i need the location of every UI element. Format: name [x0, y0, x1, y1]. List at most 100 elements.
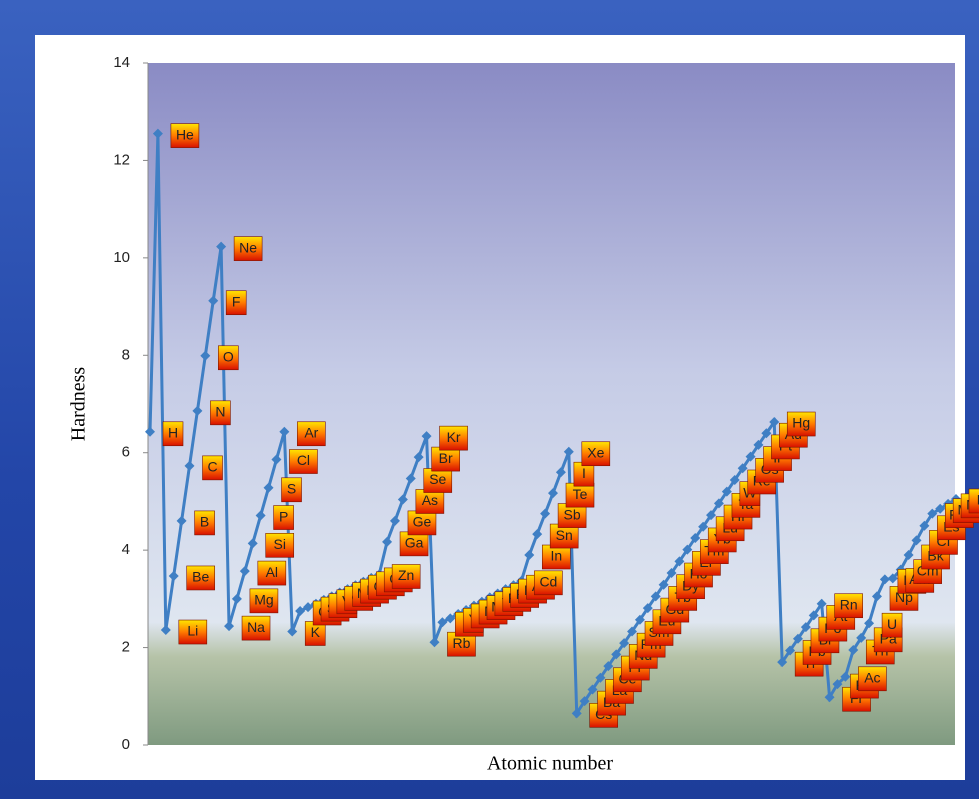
- point-label: Mg: [254, 592, 273, 608]
- point-label: Al: [266, 564, 278, 580]
- point-marker: [563, 446, 574, 457]
- point-marker: [603, 661, 614, 672]
- point-marker: [224, 621, 235, 632]
- point-marker: [247, 538, 258, 549]
- point-label-box: [194, 510, 215, 536]
- point-label: Ne: [239, 239, 257, 255]
- point-marker: [200, 350, 211, 361]
- point-marker: [745, 451, 756, 462]
- point-label: I: [582, 465, 586, 481]
- point-marker: [571, 708, 582, 719]
- point-label: Xe: [587, 444, 604, 460]
- point-label: Ga: [405, 535, 424, 551]
- point-marker: [532, 529, 543, 540]
- point-marker: [611, 649, 622, 660]
- point-marker: [911, 535, 922, 546]
- point-label-box: [289, 449, 318, 474]
- point-marker: [761, 428, 772, 439]
- point-marker: [887, 573, 898, 584]
- point-marker: [421, 431, 432, 442]
- point-label: Ar: [304, 424, 318, 440]
- point-label-box: [210, 400, 231, 426]
- point-marker: [437, 617, 448, 628]
- point-marker: [792, 633, 803, 644]
- point-marker: [176, 515, 187, 526]
- y-tick-label: 14: [113, 54, 130, 71]
- point-marker: [405, 473, 416, 484]
- y-tick-label: 4: [122, 541, 130, 558]
- point-marker: [777, 657, 788, 668]
- point-marker: [168, 570, 179, 581]
- point-marker: [279, 426, 290, 437]
- point-label-box: [162, 421, 184, 447]
- point-label: H: [168, 424, 178, 440]
- point-label: Li: [187, 623, 198, 639]
- point-marker: [721, 486, 732, 497]
- point-marker: [216, 241, 227, 252]
- point-label-box: [557, 503, 587, 528]
- point-marker: [642, 603, 653, 614]
- point-label-box: [399, 531, 429, 557]
- point-marker: [856, 632, 867, 643]
- point-marker: [231, 593, 242, 604]
- point-label: In: [550, 548, 562, 564]
- point-label: U: [887, 616, 897, 632]
- point-marker: [524, 550, 535, 561]
- point-marker: [650, 591, 661, 602]
- point-label-box: [423, 468, 453, 493]
- point-label: Si: [273, 536, 285, 552]
- point-label: Rn: [840, 596, 858, 612]
- point-marker: [658, 579, 669, 590]
- point-marker: [587, 684, 598, 695]
- point-marker: [864, 618, 875, 629]
- point-label-box: [281, 477, 302, 503]
- point-label: Cl: [297, 452, 310, 468]
- point-marker: [674, 556, 685, 567]
- point-marker: [737, 463, 748, 474]
- point-label-box: [541, 544, 571, 570]
- point-label: Br: [439, 450, 453, 466]
- point-marker: [769, 417, 780, 428]
- point-marker: [429, 637, 440, 648]
- point-label: B: [200, 514, 209, 530]
- point-label: Sn: [556, 527, 573, 543]
- point-label-box: [225, 290, 247, 316]
- point-marker: [389, 515, 400, 526]
- point-label: N: [215, 404, 225, 420]
- point-marker: [816, 598, 827, 609]
- point-label-box: [178, 619, 208, 645]
- point-label: Se: [429, 471, 446, 487]
- point-label: K: [311, 624, 321, 640]
- point-marker: [824, 692, 835, 703]
- point-marker: [555, 467, 566, 478]
- point-marker: [295, 606, 306, 617]
- point-marker: [619, 638, 630, 649]
- point-label-box: [265, 533, 295, 558]
- y-tick-label: 10: [113, 249, 130, 266]
- point-marker: [713, 498, 724, 509]
- point-marker: [184, 460, 195, 471]
- point-label: Na: [247, 619, 265, 635]
- point-label: Cd: [539, 574, 557, 590]
- point-label-box: [297, 421, 326, 447]
- point-marker: [263, 482, 274, 493]
- y-axis-label: Hardness: [68, 367, 90, 442]
- point-label-box: [218, 345, 239, 371]
- point-marker: [690, 532, 701, 543]
- point-label-box: [534, 570, 563, 596]
- point-label-box: [170, 123, 200, 148]
- point-marker: [540, 508, 551, 519]
- point-marker: [808, 610, 819, 621]
- point-marker: [919, 520, 930, 531]
- point-label: Hg: [792, 415, 810, 431]
- point-marker: [445, 613, 456, 624]
- point-marker: [413, 452, 424, 463]
- y-tick-label: 2: [122, 639, 130, 656]
- point-marker: [579, 696, 590, 707]
- point-label: Lr: [977, 492, 979, 508]
- point-label: S: [287, 480, 296, 496]
- point-marker: [666, 568, 677, 579]
- point-label-box: [786, 411, 816, 437]
- point-label-box: [233, 236, 263, 261]
